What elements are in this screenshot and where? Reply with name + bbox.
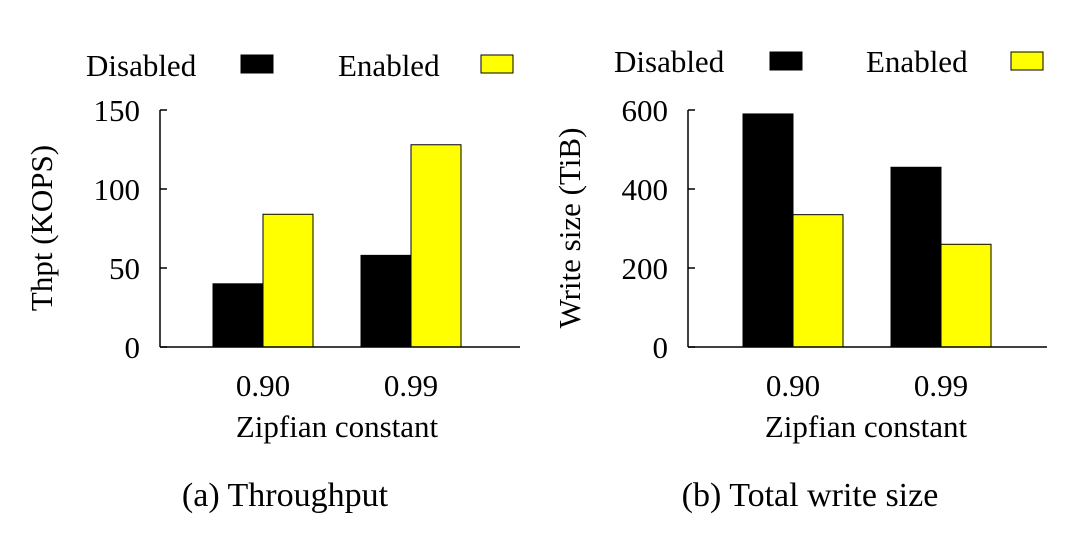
y-tick-label: 0 — [125, 330, 141, 365]
legend-swatch-disabled — [769, 51, 803, 71]
y-tick-label: 100 — [94, 172, 141, 207]
y-tick-label: 600 — [622, 93, 669, 128]
bar-disabled-0-99 — [890, 166, 942, 348]
legend-write-size: Disabled Enabled — [614, 44, 1044, 79]
y-tick-label: 400 — [622, 172, 669, 207]
legend-label-enabled: Enabled — [866, 44, 968, 79]
legend-label-enabled: Enabled — [338, 48, 440, 83]
caption-write-size: (b) Total write size — [682, 477, 939, 514]
x-tick-label: 0.99 — [914, 368, 968, 403]
chart-throughput: Disabled Enabled Thpt (KOPS) 0.90 0.99 0 50… — [24, 48, 520, 514]
bar-disabled-0-90 — [212, 283, 264, 348]
y-axis-label: Thpt (KOPS) — [24, 145, 59, 311]
bar-enabled-0-99 — [940, 243, 992, 348]
legend-label-disabled: Disabled — [614, 44, 725, 79]
y-tick-label: 150 — [94, 93, 141, 128]
x-axis-label: Zipfian constant — [765, 409, 968, 444]
y-tick-label: 200 — [622, 251, 669, 286]
x-tick-label: 0.90 — [766, 368, 820, 403]
y-tick-label: 0 — [653, 330, 669, 365]
legend-swatch-enabled — [1010, 51, 1044, 71]
y-tick-label: 50 — [109, 251, 140, 286]
bar-disabled-0-99 — [360, 254, 412, 348]
legend-swatch-enabled — [480, 54, 514, 74]
x-tick-label: 0.90 — [236, 368, 290, 403]
y-axis-label: Write size (TiB) — [552, 128, 587, 329]
legend-label-disabled: Disabled — [86, 48, 197, 83]
x-tick-label: 0.99 — [384, 368, 438, 403]
x-axis-label: Zipfian constant — [236, 409, 439, 444]
legend-swatch-disabled — [240, 54, 274, 74]
chart-write-size: Disabled Enabled Write size (TiB) 0.90 0.… — [552, 44, 1047, 514]
plot-area-write-size: 0.90 0.99 0 200 400 600 — [622, 93, 1047, 403]
bar-enabled-0-90 — [262, 213, 314, 348]
bar-enabled-0-99 — [410, 144, 462, 348]
bar-enabled-0-90 — [792, 214, 844, 348]
bar-disabled-0-90 — [742, 113, 794, 348]
caption-throughput: (a) Throughput — [182, 477, 389, 514]
legend-throughput: Disabled Enabled — [86, 48, 514, 83]
plot-area-throughput: 0.90 0.99 0 50 100 150 — [94, 93, 520, 403]
